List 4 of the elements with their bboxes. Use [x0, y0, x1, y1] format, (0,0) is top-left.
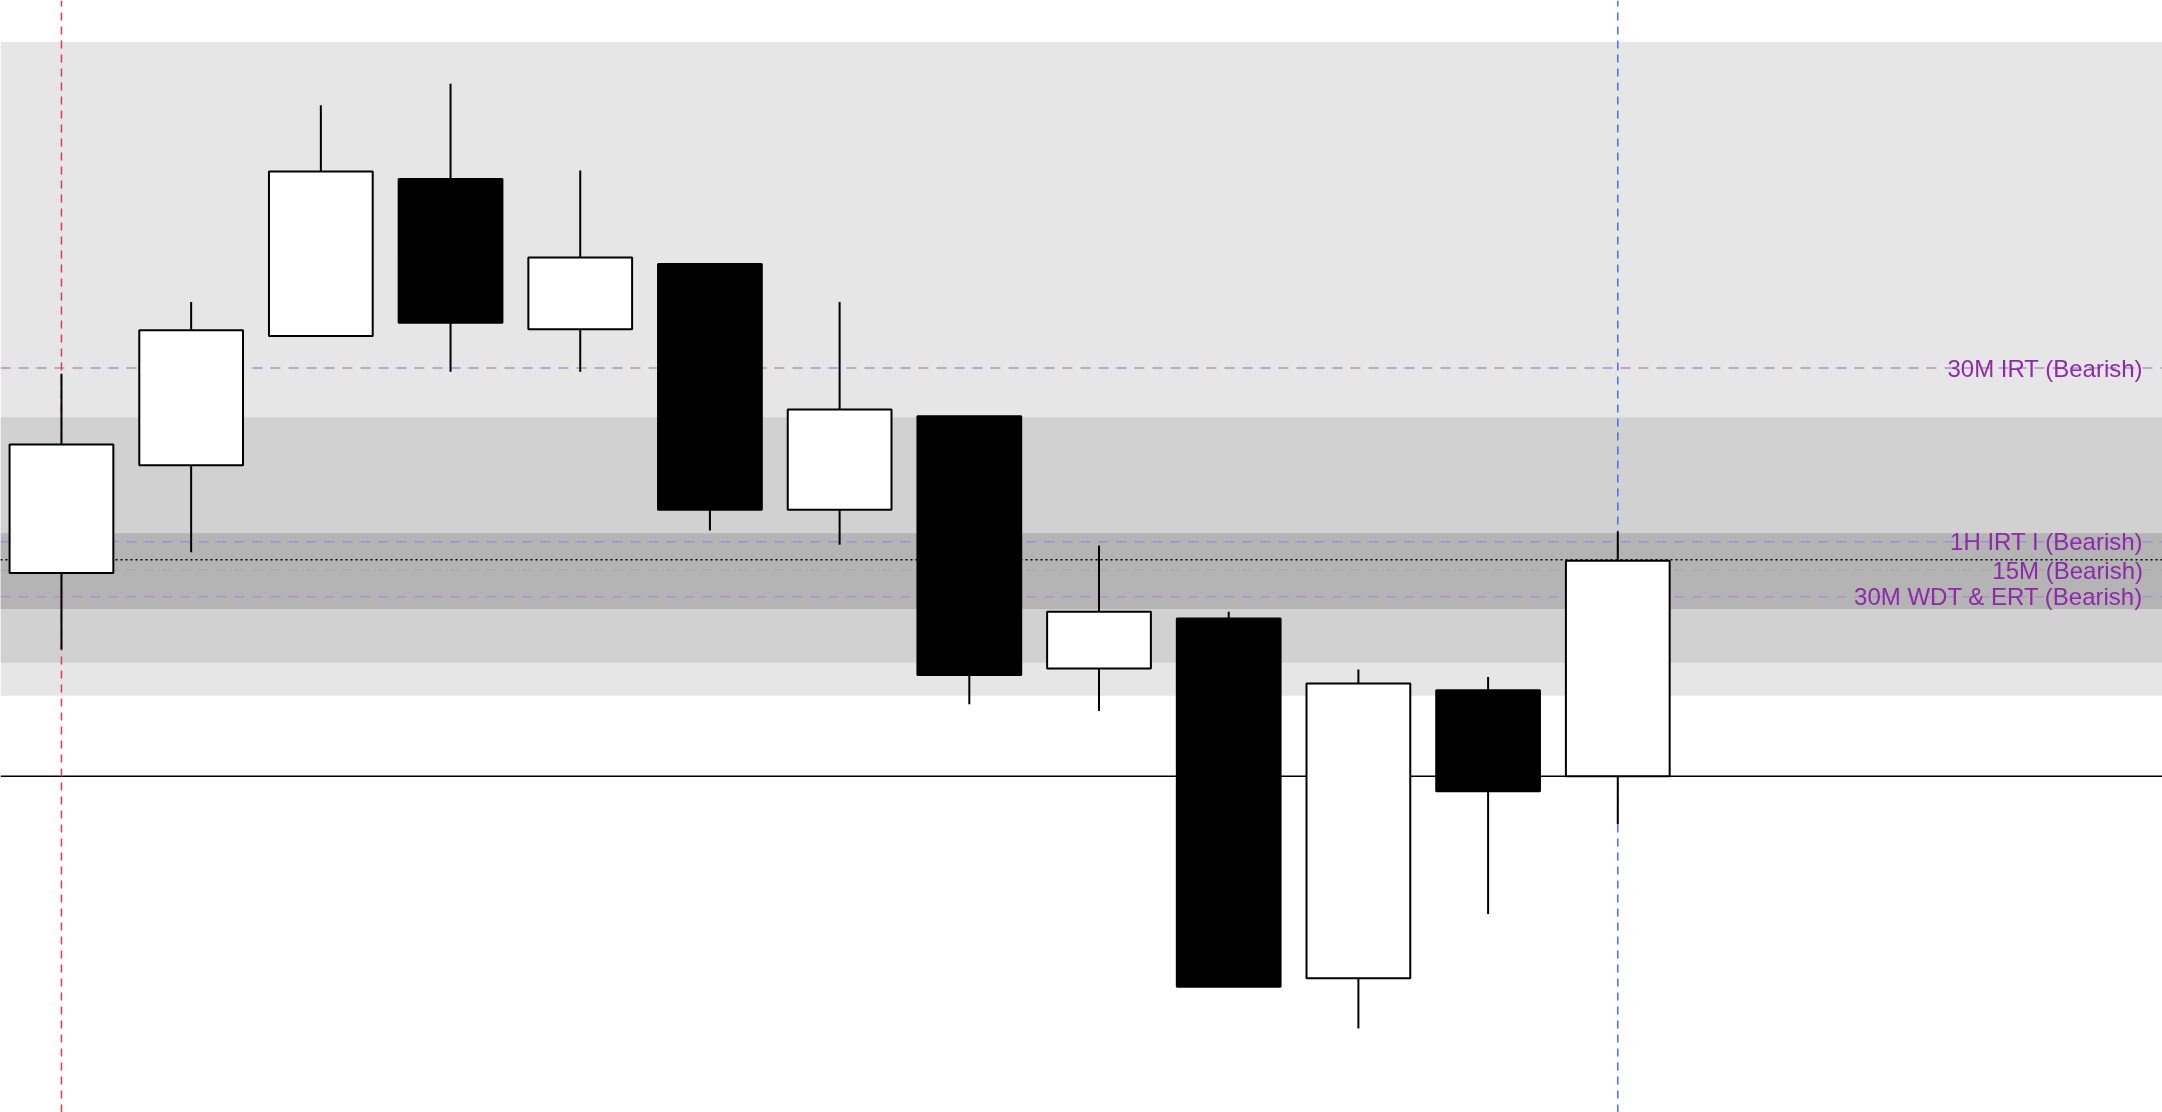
- ref-line-label: 30M WDT & ERT (Bearish): [1854, 583, 2143, 611]
- ref-line-label: 1H IRT I (Bearish): [1950, 528, 2143, 556]
- ref-line-label: 30M IRT (Bearish): [1947, 354, 2143, 382]
- ref-line-label: 15M (Bearish): [1992, 556, 2144, 584]
